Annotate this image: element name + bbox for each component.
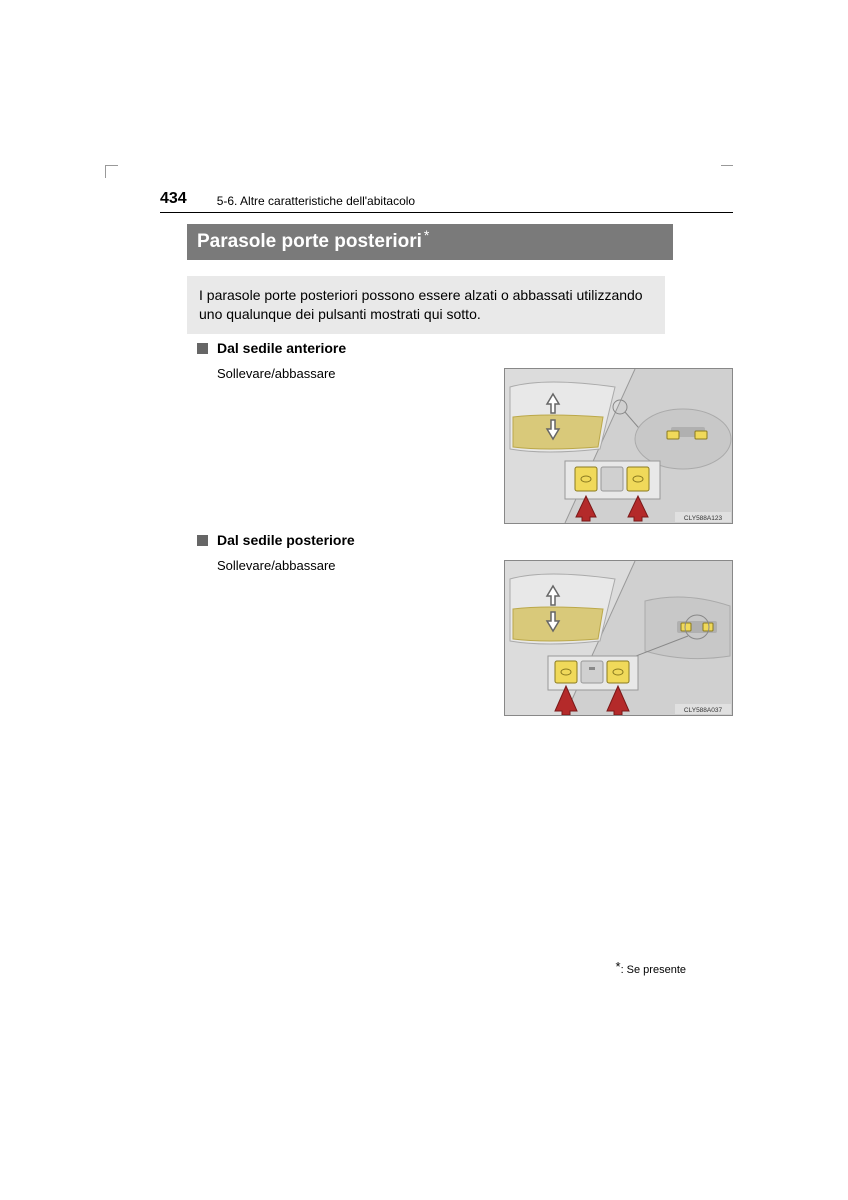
footnote-text: : Se presente — [621, 964, 686, 976]
section-front-seat: Dal sedile anteriore Sollevare/abbassare — [197, 340, 733, 381]
bullet-icon — [197, 535, 208, 546]
page-title: Parasole porte posteriori — [197, 231, 422, 253]
crop-mark-top-right — [721, 165, 733, 178]
intro-box: I parasole porte posteriori possono esse… — [187, 276, 665, 334]
figure-rear-seat: CLY588A037 — [504, 560, 733, 716]
figure-ref-text: CLY588A037 — [684, 707, 723, 714]
title-asterisk: * — [424, 227, 429, 243]
section-heading-text: Dal sedile posteriore — [217, 532, 355, 548]
section-rear-seat: Dal sedile posteriore Sollevare/abbassar… — [197, 532, 733, 573]
footnote-asterisk: * — [616, 959, 621, 974]
bullet-icon — [197, 343, 208, 354]
figure-front-seat: CLY588A123 — [504, 368, 733, 524]
title-bar: Parasole porte posteriori * — [187, 224, 673, 260]
section-heading: Dal sedile anteriore — [197, 340, 733, 356]
page-number: 434 — [160, 190, 187, 208]
footnote: *: Se presente — [616, 961, 687, 976]
crop-mark-top-left — [105, 165, 118, 178]
intro-text: I parasole porte posteriori possono esse… — [199, 287, 643, 322]
header-section-label: 5-6. Altre caratteristiche dell'abitacol… — [217, 194, 415, 208]
page-header: 434 5-6. Altre caratteristiche dell'abit… — [160, 190, 733, 213]
section-heading-text: Dal sedile anteriore — [217, 340, 346, 356]
section-heading: Dal sedile posteriore — [197, 532, 733, 548]
figure-ref-text: CLY588A123 — [684, 515, 723, 522]
